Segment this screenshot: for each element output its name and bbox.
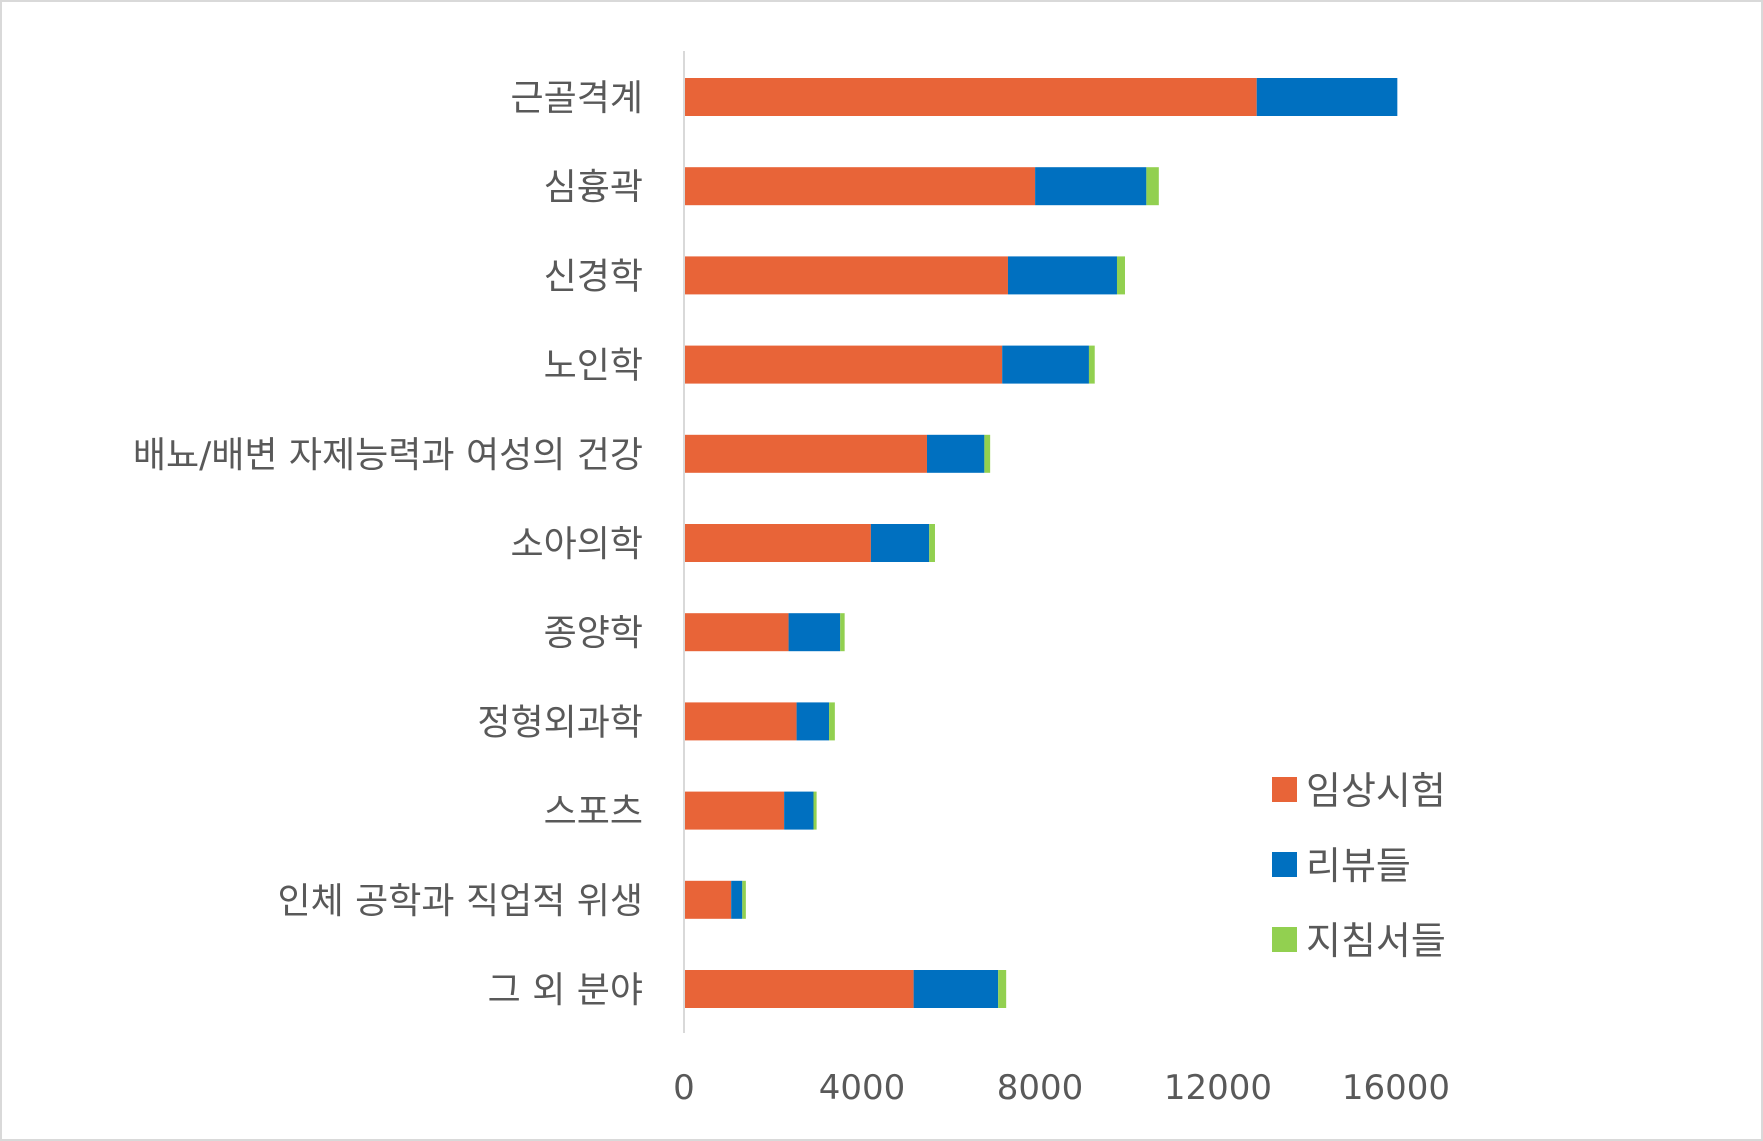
bar-segment-3 (929, 524, 935, 562)
legend-swatch (1272, 852, 1297, 877)
bar-segment-1 (684, 345, 1003, 384)
category-label: 정형외과학 (477, 702, 643, 743)
bar-segment-2 (788, 613, 841, 652)
bar-segment-2 (796, 702, 830, 741)
category-label: 종양학 (544, 613, 643, 654)
legend-swatch (1272, 777, 1297, 802)
bar-segment-3 (829, 702, 835, 741)
bar-segment-1 (684, 702, 797, 741)
category-label: 근골격계 (511, 78, 643, 119)
bar-segment-2 (1007, 256, 1117, 295)
bar-segment-2 (1035, 167, 1147, 206)
bar-segment-2 (913, 970, 999, 1008)
bar-segment-3 (984, 434, 991, 473)
x-tick-label: 0 (673, 1068, 695, 1108)
bar-segment-1 (684, 970, 914, 1008)
bar-segment-2 (731, 880, 743, 919)
legend-label: 임상시험 (1306, 769, 1446, 813)
category-label: 소아의학 (511, 524, 643, 565)
bar-segment-1 (684, 791, 785, 830)
bar-segment-2 (870, 524, 930, 562)
category-label: 스포츠 (544, 792, 643, 833)
category-label: 심흉곽 (544, 167, 643, 208)
bar-segment-1 (684, 78, 1257, 116)
bar-segment-2 (784, 791, 814, 830)
bar-segment-1 (684, 167, 1036, 206)
legend-label: 리뷰들 (1306, 844, 1411, 888)
bar-segment-2 (1002, 345, 1089, 384)
bar-segment-3 (1146, 167, 1159, 206)
category-label: 그 외 분야 (488, 970, 643, 1011)
bar-segment-3 (813, 791, 817, 830)
bar-segment-1 (684, 880, 732, 919)
bar-segment-1 (684, 524, 871, 562)
category-label: 인체 공학과 직업적 위생 (277, 881, 643, 922)
legend-label: 지침서들 (1306, 919, 1446, 963)
bar-segment-1 (684, 256, 1008, 295)
bar-segment-3 (1088, 345, 1095, 384)
bar-segment-3 (742, 880, 746, 919)
category-label: 신경학 (544, 256, 643, 297)
x-tick-label: 4000 (819, 1068, 906, 1108)
bar-segment-3 (840, 613, 845, 652)
legend-swatch (1272, 927, 1297, 952)
bar-segment-2 (926, 434, 985, 473)
bar-segment-3 (1116, 256, 1125, 295)
bar-segment-1 (684, 613, 789, 652)
bar-segment-3 (998, 970, 1007, 1008)
x-tick-label: 16000 (1342, 1068, 1450, 1108)
category-label: 배뇨/배변 자제능력과 여성의 건강 (133, 435, 643, 476)
bar-segment-1 (684, 434, 927, 473)
bar-segment-2 (1256, 78, 1398, 116)
category-label: 노인학 (544, 346, 643, 387)
x-tick-label: 8000 (997, 1068, 1084, 1108)
x-tick-label: 12000 (1164, 1068, 1272, 1108)
